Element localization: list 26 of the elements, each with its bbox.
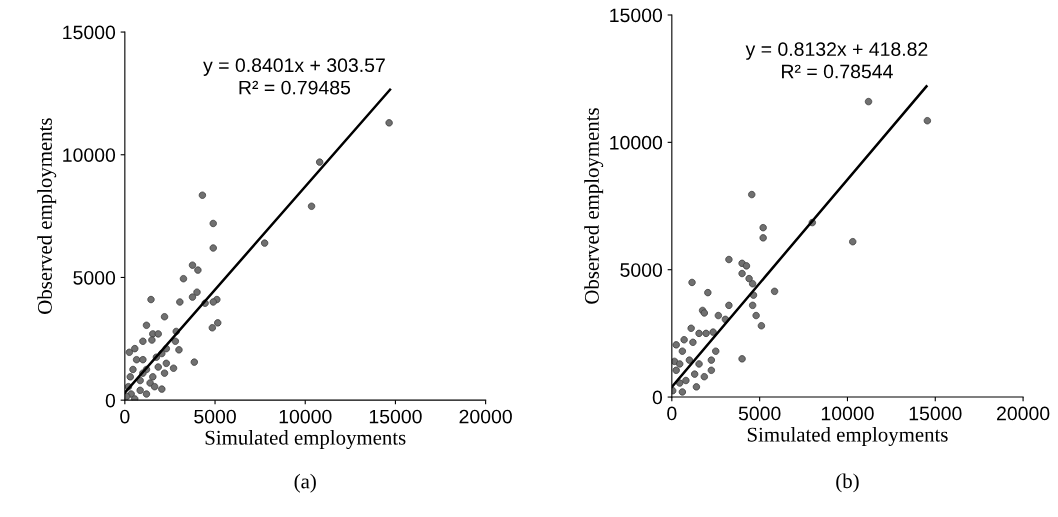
y-tick-label: 15000 [610,8,663,23]
x-tick-label: 0 [667,406,677,421]
annotation: y = 0.8132x + 418.82 R² = 0.78544 [745,42,928,79]
x-tick-label: 15000 [369,409,422,424]
y-tick-label: 5000 [73,270,116,285]
text: (a) [294,473,316,493]
x-tick-label: 0 [120,409,130,424]
y-tick-label: 5000 [620,263,663,277]
y-tick-label: 0 [652,390,663,405]
text: (b) [836,473,859,493]
x-axis-title: Simulated employments [747,426,948,446]
y-tick-label: 0 [105,393,116,408]
x-tick-label: 15000 [909,406,962,421]
x-tick-label: 5000 [194,409,236,424]
y-axis-title: Observed employments [37,118,57,314]
y-tick-label: 15000 [63,25,116,40]
annotation: y = 0.8401x + 303.57 R² = 0.79485 [203,58,385,95]
x-tick-label: 20000 [997,406,1050,421]
y-tick-label: 10000 [610,135,663,150]
x-tick-label: 5000 [738,406,781,421]
y-axis-title: Observed employments [584,108,604,304]
x-tick-label: 10000 [279,409,332,424]
x-tick-label: 10000 [821,406,874,421]
y-tick-label: 10000 [63,148,116,162]
x-axis-title: Simulated employments [205,430,406,450]
x-tick-label: 20000 [459,409,512,424]
